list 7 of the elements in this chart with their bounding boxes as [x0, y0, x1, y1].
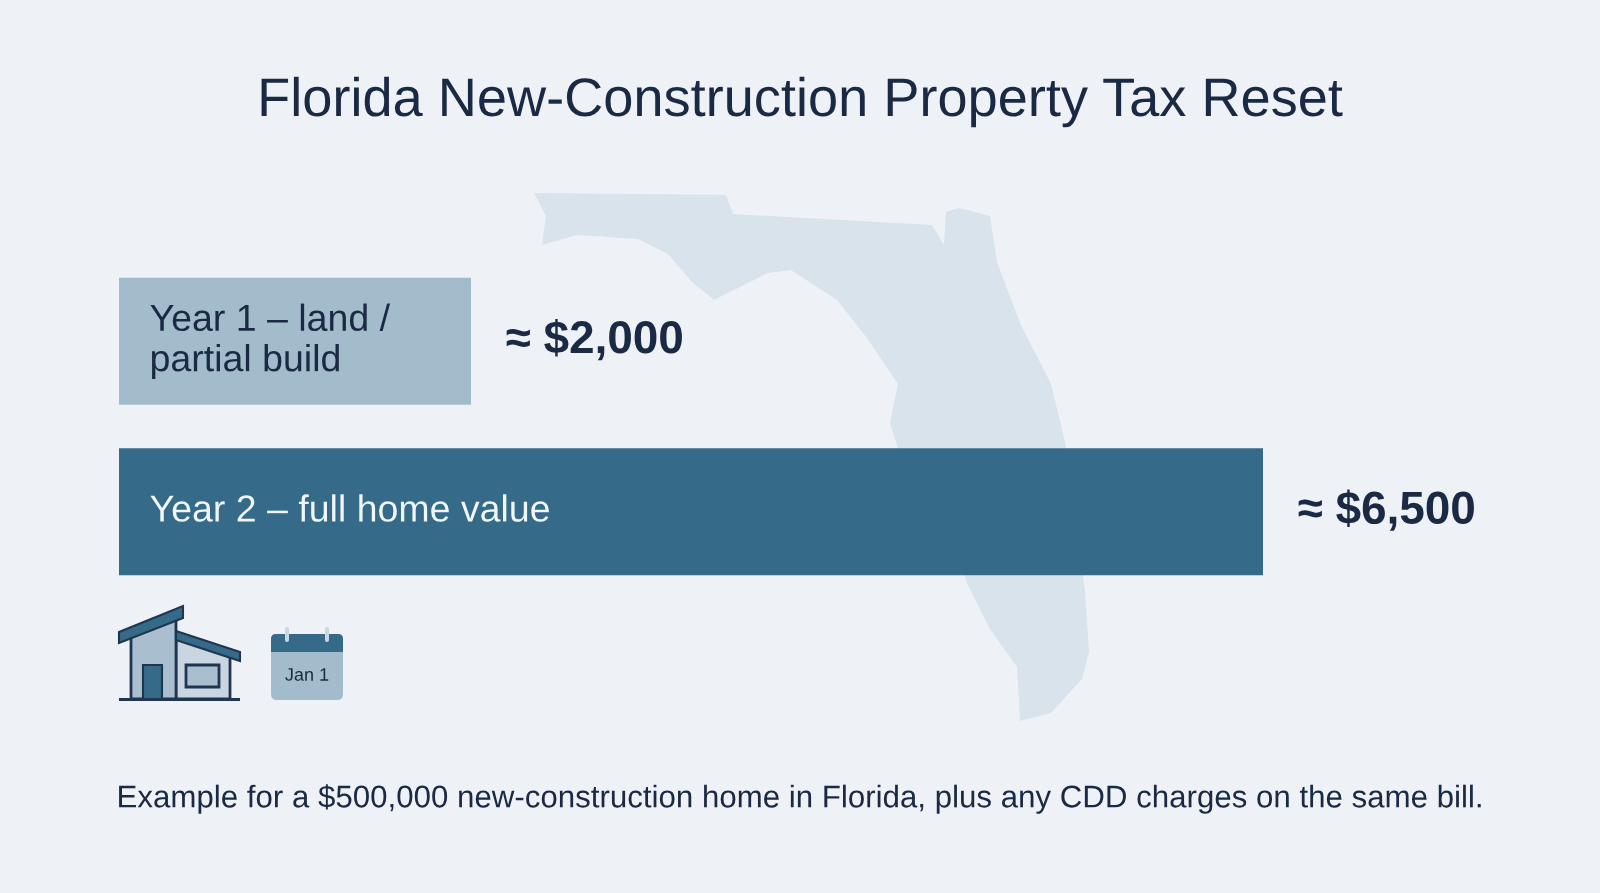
text: Jan 1	[285, 668, 329, 681]
data-label: ≈ $2,000	[506, 319, 682, 361]
data-label: ≈ $6,500	[1298, 489, 1474, 531]
text: Example for a $500,000 new-construction home in Florida, plus any CDD charges on the same bill.	[119, 784, 1481, 814]
y-tick-label: Year 1 – land / partial build	[150, 303, 391, 379]
y-tick-label: Year 2 – full home value	[150, 494, 549, 522]
chart-title: Florida New-Construction Property Tax Reset	[261, 76, 1343, 128]
